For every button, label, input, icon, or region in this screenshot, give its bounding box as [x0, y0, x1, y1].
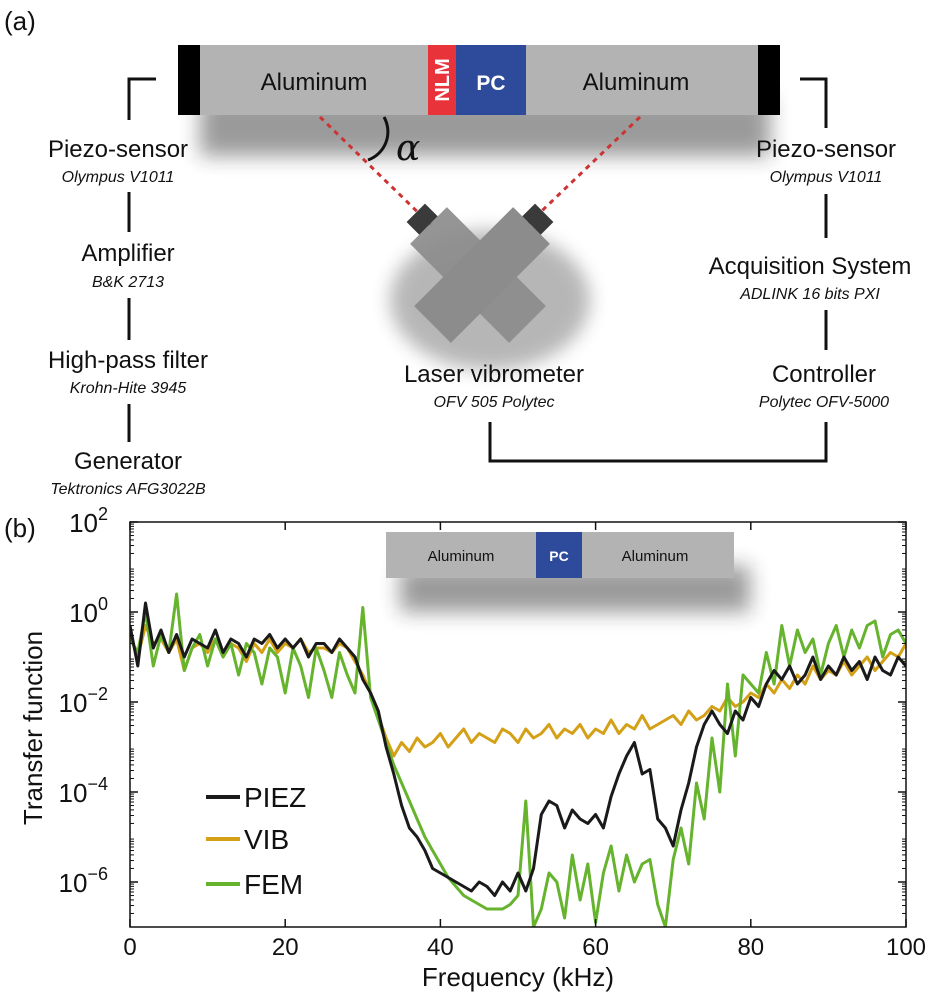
y-tick-exponent: 0: [98, 594, 108, 614]
inset-bar: Aluminum PC Aluminum: [386, 532, 750, 612]
inset-right-aluminum: [582, 532, 734, 578]
y-tick-base: 10: [69, 598, 98, 628]
y-tick-label-4: 10−6: [59, 864, 108, 898]
vibrometer-head-b: [410, 207, 546, 343]
pc-label: PC: [476, 72, 505, 95]
y-tick-base: 10: [59, 688, 88, 718]
right-chain: Piezo-sensor Olympus V1011 Acquisition S…: [709, 136, 912, 411]
left-wire-top: [127, 77, 156, 120]
amplifier-name: Amplifier: [81, 240, 174, 267]
acquisition-name: Acquisition System: [709, 253, 912, 280]
series-layer: [130, 592, 906, 927]
inset-left-label: Aluminum: [428, 548, 495, 565]
y-axis-label: Transfer function: [18, 631, 48, 825]
filter-name: High-pass filter: [48, 347, 208, 374]
y-tick-base: 10: [59, 778, 88, 808]
laser-beam-left: [318, 115, 434, 228]
x-axis-label: Frequency (kHz): [422, 962, 614, 992]
generator-model: Tektronics AFG3022B: [50, 481, 206, 498]
amplifier-model: B&K 2713: [92, 274, 164, 291]
plot-frame: [129, 521, 907, 928]
legend: PIEZ VIB FEM: [206, 782, 306, 900]
y-tick-label-0: 102: [69, 504, 108, 538]
vibrometer-model: OFV 505 Polytec: [434, 394, 555, 411]
y-tick-label-3: 10−4: [59, 774, 108, 808]
x-tick-label-20: 20: [272, 934, 299, 961]
y-tick-label-1: 100: [69, 594, 108, 628]
angle-alpha: α: [396, 128, 420, 169]
pc-segment: [456, 45, 526, 115]
nlm-label: NLM: [432, 58, 454, 101]
x-tick-label-40: 40: [427, 934, 454, 961]
left-chain: Piezo-sensor Olympus V1011 Amplifier B&K…: [48, 136, 208, 498]
y-tick-exponent: −2: [87, 684, 108, 704]
x-tick-label-80: 80: [737, 934, 764, 961]
legend-label-piez: PIEZ: [244, 782, 306, 813]
inset-pc-label: PC: [549, 548, 568, 564]
acquisition-model: ADLINK 16 bits PXI: [739, 286, 880, 303]
controller-name: Controller: [772, 361, 876, 388]
vibrometer-name: Laser vibrometer: [404, 361, 584, 388]
panel-a-label: (a): [4, 6, 36, 36]
sample-bar: Aluminum NLM PC Aluminum: [178, 45, 780, 115]
y-tick-exponent: 2: [98, 504, 108, 524]
x-tick-label-0: 0: [123, 934, 136, 961]
laser-beam-right: [524, 115, 642, 228]
laser-beams: [318, 115, 642, 228]
series-line-vib: [130, 624, 906, 758]
y-tick-base: 10: [59, 868, 88, 898]
bottom-wire: [488, 422, 828, 463]
angle-arc: [367, 116, 390, 162]
x-axis: 0 20 40 60 80 100: [123, 522, 926, 961]
left-clamp: [178, 45, 200, 115]
x-tick-label-60: 60: [582, 934, 609, 961]
panel-b-label: (b): [4, 513, 36, 543]
y-tick-exponent: −6: [87, 864, 108, 884]
inset-right-label: Aluminum: [622, 548, 689, 565]
wiring: [127, 77, 828, 463]
inset-pc: [536, 532, 582, 578]
nlm-segment: [428, 45, 456, 115]
left-piezo-model: Olympus V1011: [62, 169, 175, 186]
left-piezo-name: Piezo-sensor: [48, 136, 188, 163]
right-wire-top: [800, 77, 828, 128]
y-tick-label-2: 10−2: [59, 684, 108, 718]
generator-name: Generator: [74, 448, 182, 475]
right-aluminum: [526, 45, 758, 115]
y-tick-base: 10: [69, 508, 98, 538]
right-piezo-model: Olympus V1011: [770, 169, 883, 186]
controller-model: Polytec OFV-5000: [759, 394, 889, 411]
right-clamp: [758, 45, 780, 115]
y-tick-exponent: −4: [87, 774, 108, 794]
laser-vibrometer-icon: [390, 203, 590, 370]
inset-left-aluminum: [386, 532, 536, 578]
right-piezo-name: Piezo-sensor: [756, 136, 896, 163]
left-aluminum: [200, 45, 428, 115]
right-aluminum-label: Aluminum: [583, 69, 690, 96]
legend-label-vib: VIB: [244, 824, 289, 855]
x-tick-label-100: 100: [886, 934, 926, 961]
vibrometer-lens-a: [522, 203, 554, 235]
series-line-fem: [130, 592, 906, 927]
vibrometer-lens-b: [406, 203, 438, 235]
legend-label-fem: FEM: [244, 869, 303, 900]
series-line-piez: [130, 601, 906, 897]
filter-model: Krohn-Hite 3945: [70, 380, 187, 397]
left-aluminum-label: Aluminum: [261, 69, 368, 96]
